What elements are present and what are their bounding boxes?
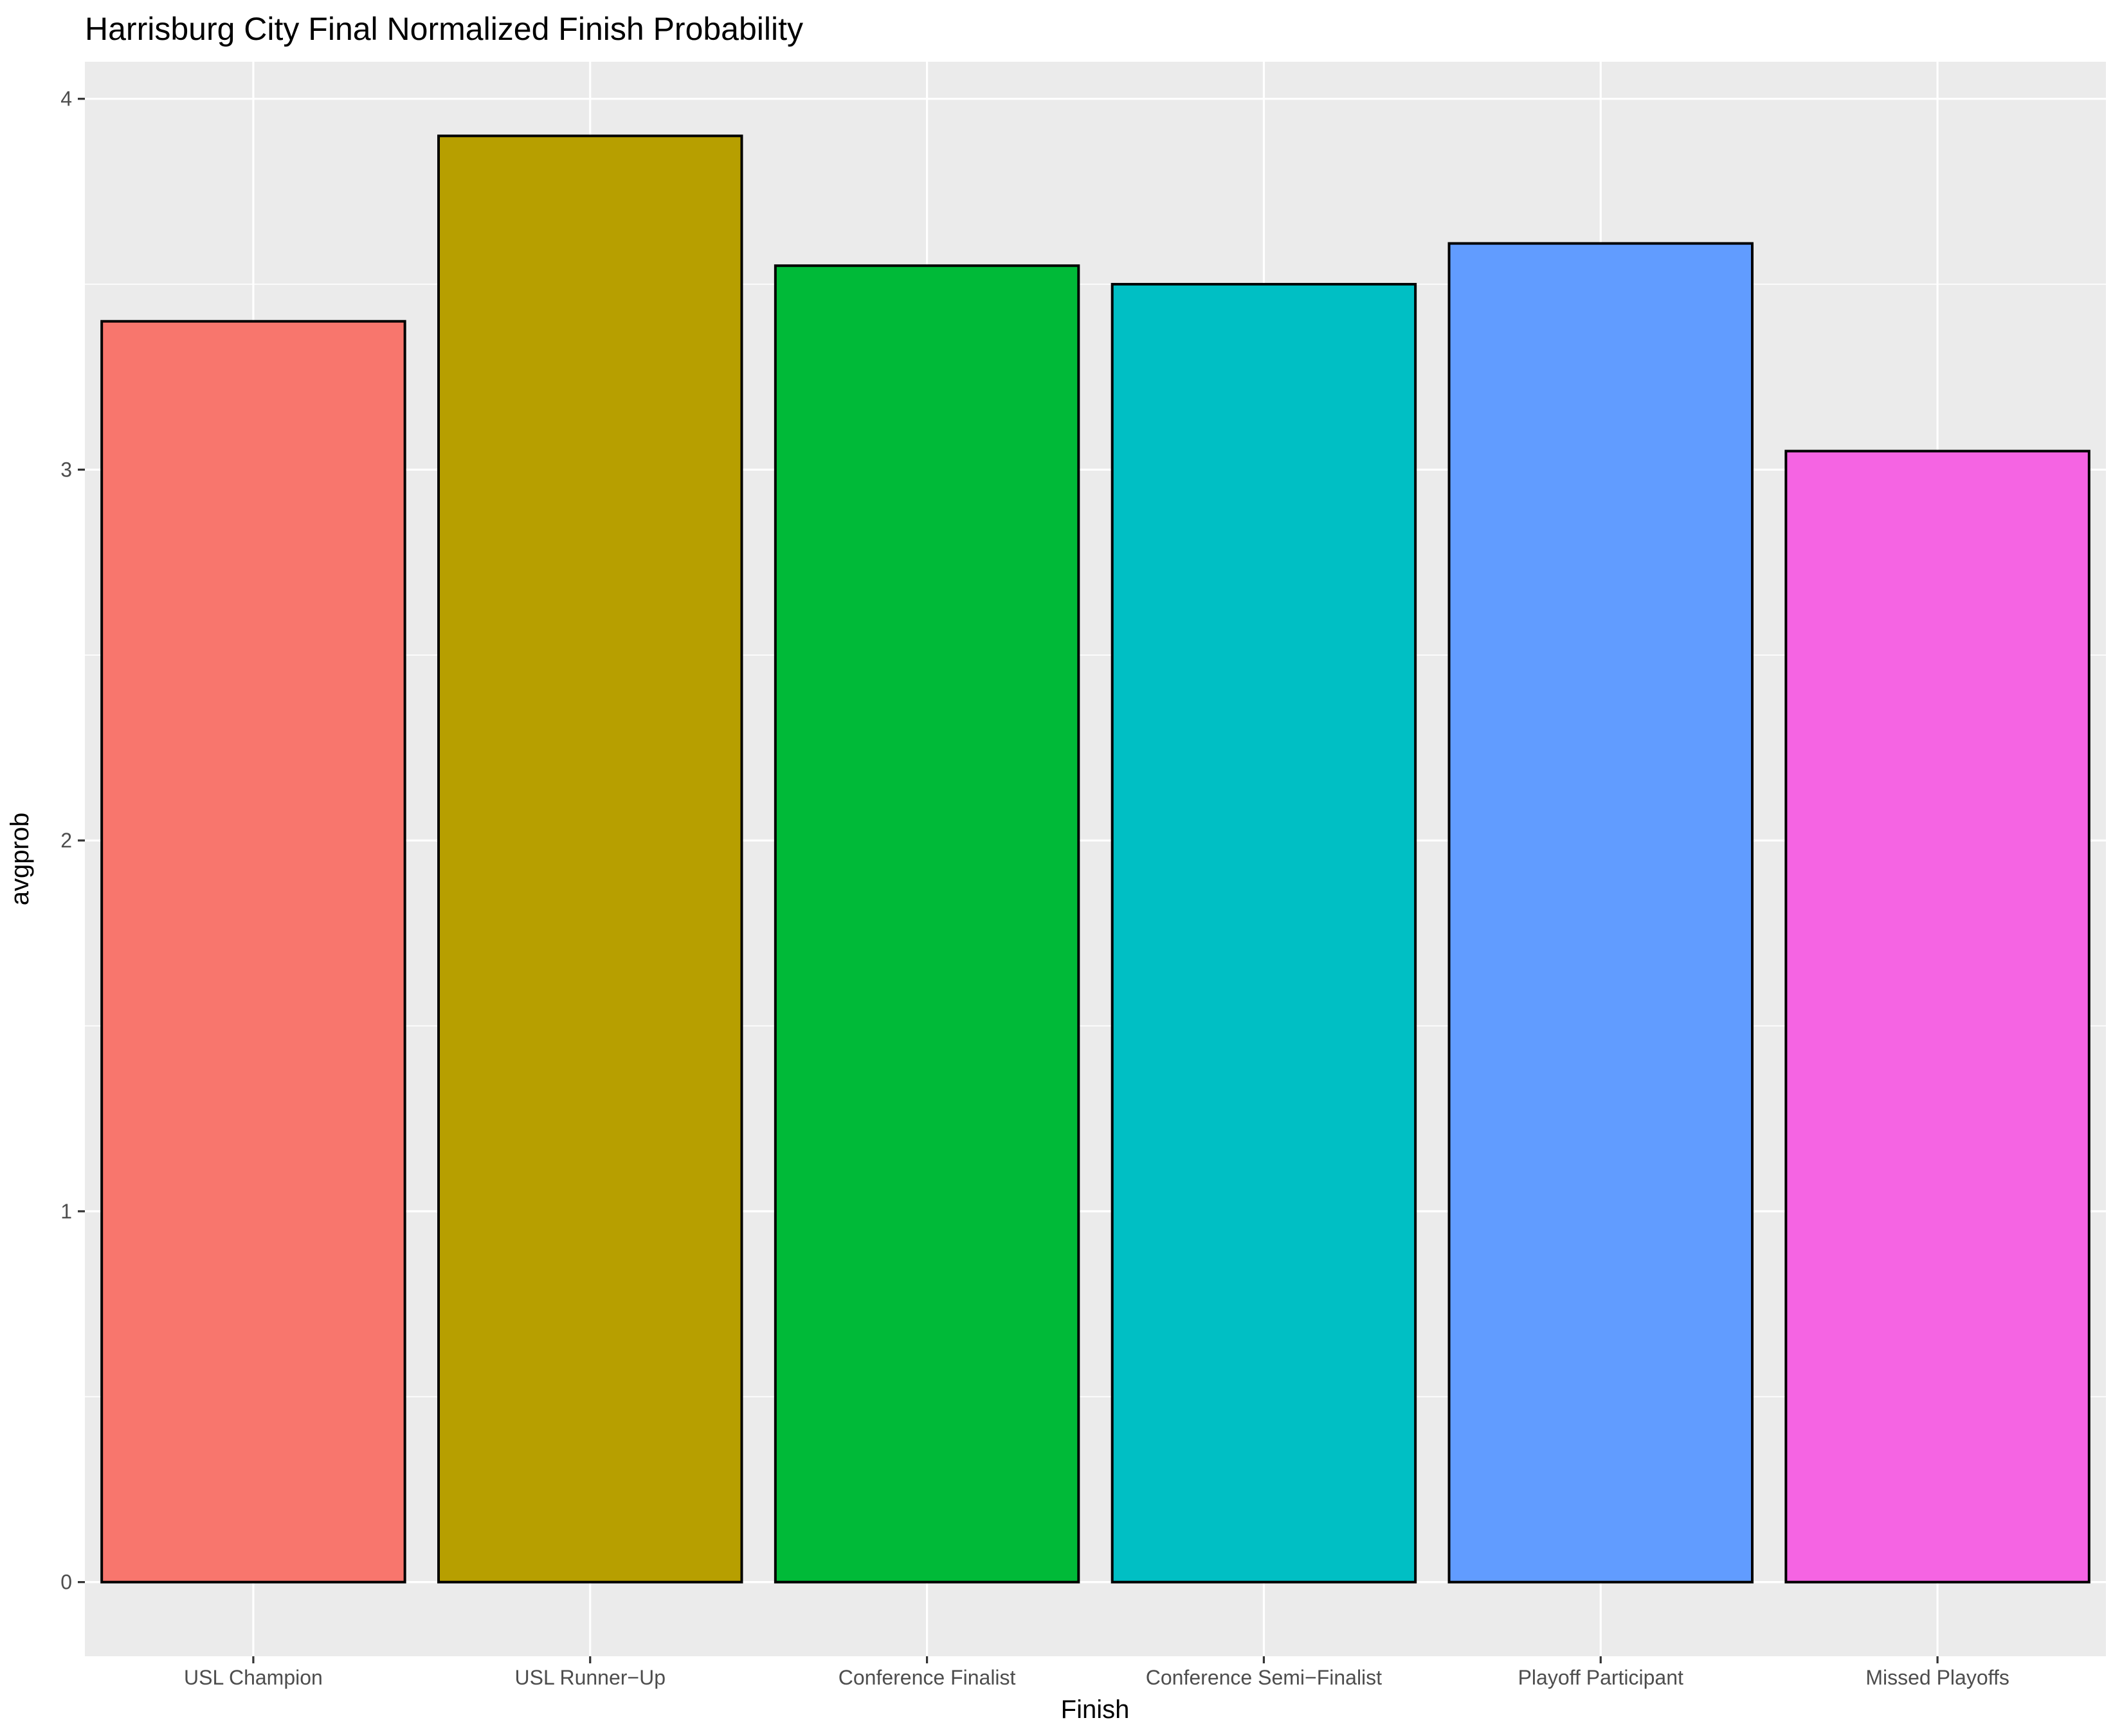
x-axis-title: Finish	[1061, 1695, 1130, 1724]
x-tick-label: Conference Finalist	[839, 1666, 1016, 1689]
x-tick-label: USL Champion	[184, 1666, 323, 1689]
x-axis: USL Champion USL Runner−Up Conference Fina…	[184, 1656, 2009, 1689]
y-tick-label: 1	[60, 1200, 72, 1223]
x-tick-label: Playoff Participant	[1518, 1666, 1683, 1689]
y-tick-label: 0	[60, 1571, 72, 1594]
x-tick-label: USL Runner−Up	[515, 1666, 666, 1689]
y-tick-label: 3	[60, 458, 72, 481]
bar	[437, 134, 743, 1584]
y-axis-title: avgprob	[6, 813, 34, 906]
x-tick-label: Conference Semi−Finalist	[1146, 1666, 1382, 1689]
bars	[100, 134, 2090, 1584]
plot-panel	[85, 62, 2106, 1656]
bar	[774, 264, 1080, 1584]
bar	[1447, 242, 1754, 1584]
minor-gridlines	[85, 284, 2106, 1398]
y-tick-label: 4	[60, 87, 72, 111]
bar	[100, 320, 406, 1584]
y-tick-label: 2	[60, 829, 72, 852]
y-axis: 0 1 2 3 4	[60, 87, 85, 1594]
chart-title: Harrisburg City Final Normalized Finish …	[85, 11, 803, 47]
bar	[1784, 449, 2090, 1584]
x-tick-label: Missed Playoffs	[1865, 1666, 2009, 1689]
bar	[1111, 283, 1417, 1584]
